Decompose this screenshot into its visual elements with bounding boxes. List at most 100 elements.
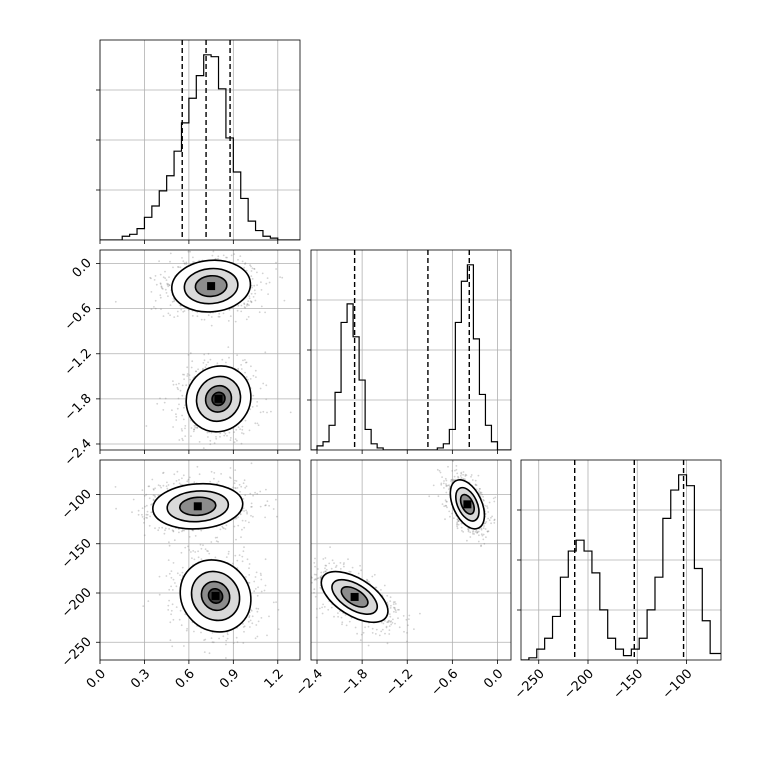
scatter-point — [228, 309, 231, 311]
scatter-point — [225, 361, 227, 364]
scatter-point — [161, 287, 163, 290]
scatter-point — [445, 485, 448, 488]
scatter-point — [240, 364, 243, 366]
scatter-point — [179, 266, 182, 269]
x-tick-label: −150 — [610, 666, 646, 702]
scatter-point — [237, 524, 240, 527]
scatter-point — [245, 509, 248, 512]
scatter-point — [196, 427, 198, 429]
scatter-point — [456, 522, 458, 525]
scatter-point — [237, 258, 239, 261]
scatter-point — [221, 358, 224, 361]
scatter-point — [236, 559, 239, 562]
histogram-bin — [576, 540, 584, 660]
scatter-point — [457, 520, 460, 522]
scatter-point — [470, 475, 472, 478]
scatter-point — [256, 401, 259, 403]
scatter-point — [242, 642, 245, 644]
scatter-point — [208, 552, 211, 555]
scatter-point — [456, 518, 459, 520]
scatter-point — [479, 488, 481, 490]
scatter-point — [481, 534, 484, 537]
scatter-point — [445, 491, 448, 494]
scatter-point — [390, 623, 393, 626]
scatter-point — [207, 436, 209, 438]
scatter-point — [485, 536, 487, 539]
scatter-point — [339, 562, 342, 564]
scatter-point — [249, 264, 252, 267]
scatter-point — [250, 301, 253, 304]
scatter-point — [235, 636, 238, 639]
scatter-point — [210, 637, 213, 639]
scatter-point — [213, 477, 215, 480]
scatter-point — [183, 406, 185, 409]
scatter-point — [250, 270, 253, 272]
scatter-point — [321, 606, 323, 609]
scatter-point — [172, 383, 175, 386]
scatter-point — [474, 479, 477, 482]
scatter-point — [467, 529, 470, 532]
scatter-point — [481, 493, 483, 496]
scatter-point — [203, 651, 206, 653]
scatter-point — [475, 484, 478, 487]
scatter-point — [384, 632, 386, 635]
scatter-point — [172, 530, 175, 533]
scatter-point — [337, 612, 339, 614]
scatter-point — [230, 254, 233, 257]
scatter-point — [190, 551, 192, 553]
scatter-point — [447, 465, 449, 468]
scatter-point — [386, 621, 389, 624]
scatter-point — [152, 499, 155, 502]
scatter-point — [167, 609, 170, 611]
scatter-point — [167, 559, 170, 561]
scatter-point — [254, 637, 257, 640]
scatter-point — [162, 484, 165, 487]
scatter-point — [196, 315, 199, 318]
scatter-point — [171, 603, 174, 606]
scatter-point — [194, 551, 197, 553]
scatter-point — [222, 254, 225, 257]
scatter-point — [170, 570, 173, 572]
scatter-point — [181, 530, 183, 533]
scatter-point — [484, 528, 487, 530]
scatter-point — [175, 585, 178, 588]
scatter-point — [246, 558, 249, 561]
scatter-point — [275, 498, 277, 501]
scatter-point — [222, 312, 225, 315]
histogram-bin — [473, 339, 479, 450]
y-tick-label: −2.4 — [62, 436, 95, 469]
scatter-point — [236, 354, 239, 356]
scatter-point — [217, 480, 220, 483]
scatter-point — [256, 405, 258, 407]
histogram-bin — [353, 337, 359, 450]
scatter-point — [266, 634, 268, 637]
scatter-point — [405, 618, 408, 621]
scatter-point — [324, 564, 327, 567]
scatter-point — [242, 359, 244, 362]
scatter-point — [193, 424, 196, 427]
scatter-point — [384, 620, 386, 622]
scatter-point — [183, 645, 185, 647]
y-tick-label: −0.6 — [62, 301, 95, 334]
scatter-point — [260, 305, 263, 308]
scatter-point — [181, 394, 184, 397]
y-tick-label: −150 — [59, 536, 95, 572]
scatter-point — [289, 553, 291, 555]
scatter-point — [158, 260, 161, 263]
scatter-point — [243, 306, 246, 308]
scatter-point — [419, 612, 421, 615]
scatter-point — [176, 386, 179, 389]
scatter-point — [360, 569, 362, 572]
scatter-point — [172, 266, 174, 269]
y-tick-label: 0.0 — [70, 256, 95, 281]
scatter-point — [244, 486, 247, 489]
scatter-point — [247, 378, 249, 381]
scatter-point — [173, 300, 176, 303]
scatter-point — [143, 518, 146, 520]
scatter-point — [413, 628, 415, 630]
scatter-point — [210, 541, 213, 543]
scatter-point — [324, 570, 327, 573]
scatter-point — [154, 496, 157, 498]
scatter-point — [254, 491, 256, 494]
histogram-bin — [329, 425, 335, 450]
